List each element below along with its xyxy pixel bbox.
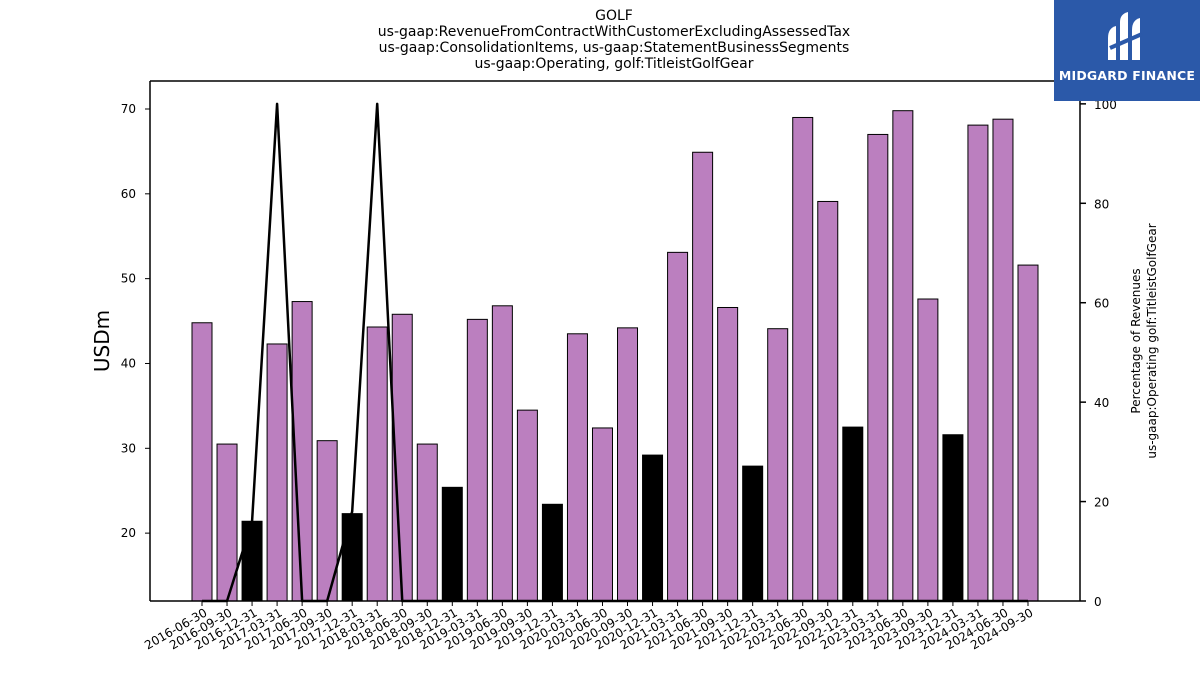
bar (541, 503, 563, 602)
bar (667, 251, 689, 602)
left-tick-label: 60 (121, 187, 136, 201)
bar (516, 409, 538, 602)
bar (942, 434, 964, 602)
brand-logo: MIDGARD FINANCE (1054, 0, 1200, 101)
bar (466, 318, 488, 602)
bar (717, 306, 739, 602)
bar (817, 200, 839, 602)
logo-text: MIDGARD FINANCE (1058, 68, 1196, 83)
bar (692, 151, 714, 602)
right-tick-label: 20 (1094, 496, 1109, 510)
bar (917, 298, 939, 602)
right-y-axis: 0 20 40 60 80 100 (1080, 98, 1117, 609)
bar (441, 486, 463, 602)
right-tick-label: 40 (1094, 396, 1109, 410)
bar (566, 333, 588, 602)
bar (491, 305, 513, 602)
bar (842, 426, 864, 602)
chart-title-line: GOLF (595, 8, 633, 24)
left-tick-label: 30 (121, 441, 136, 455)
bar (591, 427, 613, 602)
bar (416, 443, 438, 602)
left-y-axis: 20 30 40 50 60 70 (121, 102, 150, 540)
axis-labels: USDm Percentage of Revenues us-gaap:Operat… (90, 223, 1159, 458)
right-y-axis-label: Percentage of Revenues (1129, 268, 1143, 413)
bar (241, 520, 263, 602)
bar (767, 328, 789, 602)
y-axis-label: USDm (90, 310, 114, 372)
axes (149, 80, 1081, 602)
left-tick-label: 40 (121, 356, 136, 370)
bar (266, 343, 288, 602)
bar (617, 327, 639, 602)
left-tick-label: 50 (121, 272, 136, 286)
chart-title-line: us-gaap:ConsolidationItems, us-gaap:Stat… (379, 40, 850, 56)
bar-series (191, 110, 1039, 602)
right-tick-label: 80 (1094, 197, 1109, 211)
chart-title-line: us-gaap:Operating, golf:TitleistGolfGear (475, 56, 754, 72)
bar (366, 326, 388, 602)
bar (191, 322, 213, 602)
left-tick-label: 20 (121, 526, 136, 540)
bar (642, 454, 664, 602)
bar (1017, 264, 1039, 602)
left-tick-label: 70 (121, 102, 136, 116)
right-tick-label: 0 (1094, 595, 1102, 609)
bar (341, 513, 363, 602)
bar (992, 118, 1014, 602)
bar (967, 124, 989, 602)
right-tick-label: 100 (1094, 98, 1117, 112)
bar (892, 110, 914, 602)
logo-mark-icon (1108, 12, 1143, 60)
right-tick-label: 60 (1094, 297, 1109, 311)
chart-title: GOLFus-gaap:RevenueFromContractWithCusto… (378, 8, 850, 72)
bar (742, 465, 764, 602)
x-axis: 2016-06-302016-09-302016-12-312017-03-31… (142, 601, 1036, 652)
right-y-axis-label: us-gaap:Operating golf:TitleistGolfGear (1145, 223, 1159, 458)
bar (867, 133, 889, 602)
bar (792, 116, 814, 602)
chart-title-line: us-gaap:RevenueFromContractWithCustomerE… (378, 24, 850, 40)
